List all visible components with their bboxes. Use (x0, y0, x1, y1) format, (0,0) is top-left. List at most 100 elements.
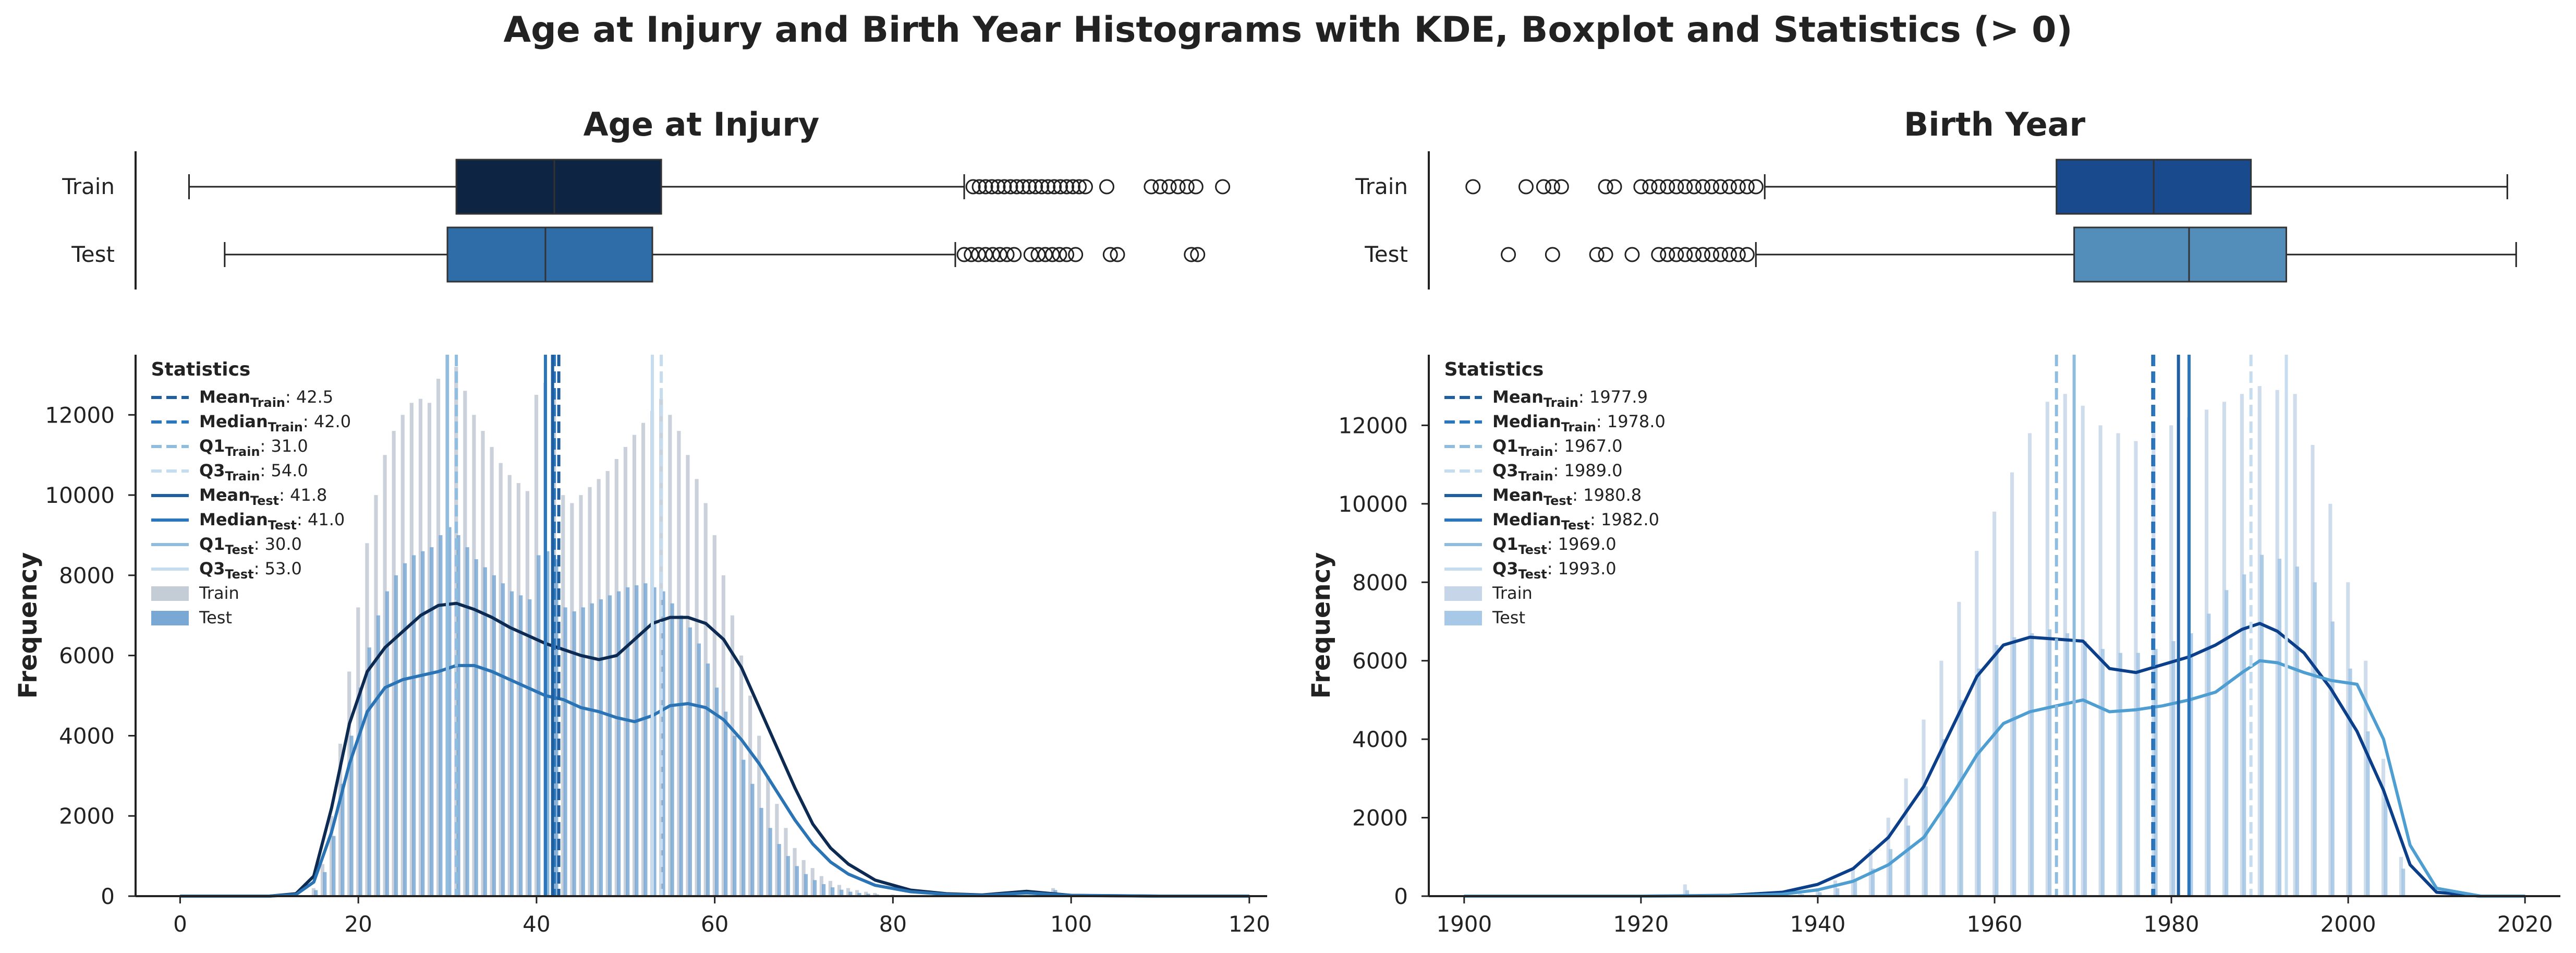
boxplot-outlier (1669, 247, 1684, 262)
histogram-bar-test (545, 551, 550, 896)
legend-stat-value: 42.0 (314, 412, 351, 431)
histogram-bar-train (846, 888, 850, 896)
legend-entry: Q3Train: 54.0 (199, 461, 308, 484)
x-tick-label: 1980 (2144, 911, 2200, 937)
boxplot-outlier (1545, 179, 1560, 195)
histogram-bar-test (1836, 888, 1840, 896)
histogram-bar-test (724, 711, 728, 896)
histogram-bar-test (670, 603, 674, 896)
histogram-bar-test (679, 615, 683, 896)
legend-entry: MeanTrain: 42.5 (199, 387, 333, 410)
boxplot-category-label: Train (62, 174, 115, 199)
legend-stat-value: 1982.0 (1601, 510, 1659, 529)
legend-stat-name: Q3 (199, 559, 225, 578)
legend-colon: : (1547, 559, 1558, 578)
boxplot-outlier (1704, 179, 1719, 195)
histogram-bar-train (561, 495, 565, 896)
legend-colon: : (303, 412, 314, 431)
boxplot-outlier (1065, 179, 1081, 195)
histogram-bar-train (2381, 758, 2386, 896)
histogram-bar-test (652, 587, 657, 896)
histogram-bar-test (332, 836, 336, 896)
kde-line-test (1464, 659, 2525, 898)
legend-label: Train (199, 583, 239, 603)
histogram-bar-train (2081, 405, 2085, 896)
histogram-bar-train (739, 655, 744, 896)
histogram-bar-train (2134, 441, 2138, 896)
histogram-bar-train (2364, 660, 2368, 896)
boxplot-outlier (1188, 179, 1204, 195)
boxplot-outlier (1052, 247, 1067, 262)
histogram-bar-test (439, 535, 443, 896)
legend-colon: : (1572, 485, 1583, 505)
histogram-bar-test (385, 591, 389, 896)
boxplot-outlier (1028, 179, 1043, 195)
y-tick-label: 10000 (1338, 491, 1408, 517)
legend-stat-value: 1969.0 (1558, 534, 1617, 554)
histogram-bar-test (2207, 613, 2211, 896)
kde-line-train (1464, 622, 2525, 898)
histogram-bar-test (1959, 699, 1963, 896)
histogram-bar-train (2027, 433, 2032, 896)
legend-patch (1444, 586, 1482, 601)
legend-entry: MedianTrain: 42.0 (199, 412, 351, 435)
histogram-bar-test (465, 547, 469, 896)
legend-entry: Q1Train: 31.0 (199, 436, 308, 459)
histogram-bar-test (492, 575, 496, 896)
legend-colon: : (1590, 510, 1601, 529)
legend-stat-name: Mean (199, 387, 250, 407)
y-tick-label: 2000 (59, 803, 115, 829)
legend-colon: : (260, 436, 271, 456)
histogram-bar-train (2346, 582, 2350, 896)
histogram-bar-train (614, 459, 618, 896)
histogram-bar-test (848, 891, 853, 896)
legend-label: Test (1492, 608, 1525, 628)
boxplot-box (455, 159, 662, 215)
histogram-bar-test (742, 759, 746, 896)
histogram-bar-train (1833, 880, 1838, 896)
histogram-bar-test (1906, 825, 1910, 896)
legend-stat-name: Q1 (1492, 436, 1518, 456)
histogram-bar-train (2010, 472, 2014, 896)
boxplot-box (2073, 226, 2287, 283)
histogram-bar-train (695, 479, 699, 896)
histogram-bar-test (2118, 653, 2122, 896)
histogram-bar-test (394, 575, 398, 896)
histogram-bar-train (365, 543, 369, 896)
histogram-bar-test (714, 687, 719, 896)
histogram-bar-test (840, 889, 844, 896)
histogram-bar-test (607, 595, 612, 896)
histogram-bar-test (857, 892, 861, 896)
histogram-bar-train (392, 431, 396, 896)
histogram-bar-train (1816, 888, 1820, 896)
histogram-bar-test (403, 563, 407, 896)
histogram-bar-test (2242, 574, 2246, 896)
legend-stat-name: Q1 (199, 436, 225, 456)
boxplot-outlier (1686, 247, 1702, 262)
histogram-bar-train (356, 607, 360, 896)
legend-stat-name: Median (1492, 510, 1561, 529)
histogram-bar-train (810, 868, 815, 896)
boxplot-outlier (978, 179, 993, 195)
histogram-bar-test (2012, 637, 2016, 896)
boxplot-outlier (1170, 179, 1186, 195)
legend-stat-name: Mean (1492, 485, 1544, 505)
boxplot-title: Birth Year (1904, 105, 2086, 143)
boxplot-outlier (1152, 179, 1168, 195)
legend-colon: : (279, 485, 290, 505)
histogram-bar-test (635, 585, 639, 896)
histogram-bar-train (2116, 433, 2120, 896)
legend-entry: Q3Test: 53.0 (199, 559, 302, 582)
histogram-bar-test (2259, 554, 2264, 896)
legend-stat-subscript: Test (1518, 542, 1547, 557)
legend-colon: : (260, 461, 271, 480)
histogram-bar-test (599, 599, 603, 896)
boxplot-outlier (1642, 179, 1658, 195)
legend-stat-name: Median (199, 412, 268, 431)
histogram-bar-test (759, 807, 763, 896)
histogram-bar-test (688, 627, 692, 896)
y-tick-label: 8000 (59, 563, 115, 588)
histogram-bar-test (812, 880, 817, 896)
histogram-bar-train (472, 415, 476, 896)
boxplot-outlier (1144, 179, 1159, 195)
